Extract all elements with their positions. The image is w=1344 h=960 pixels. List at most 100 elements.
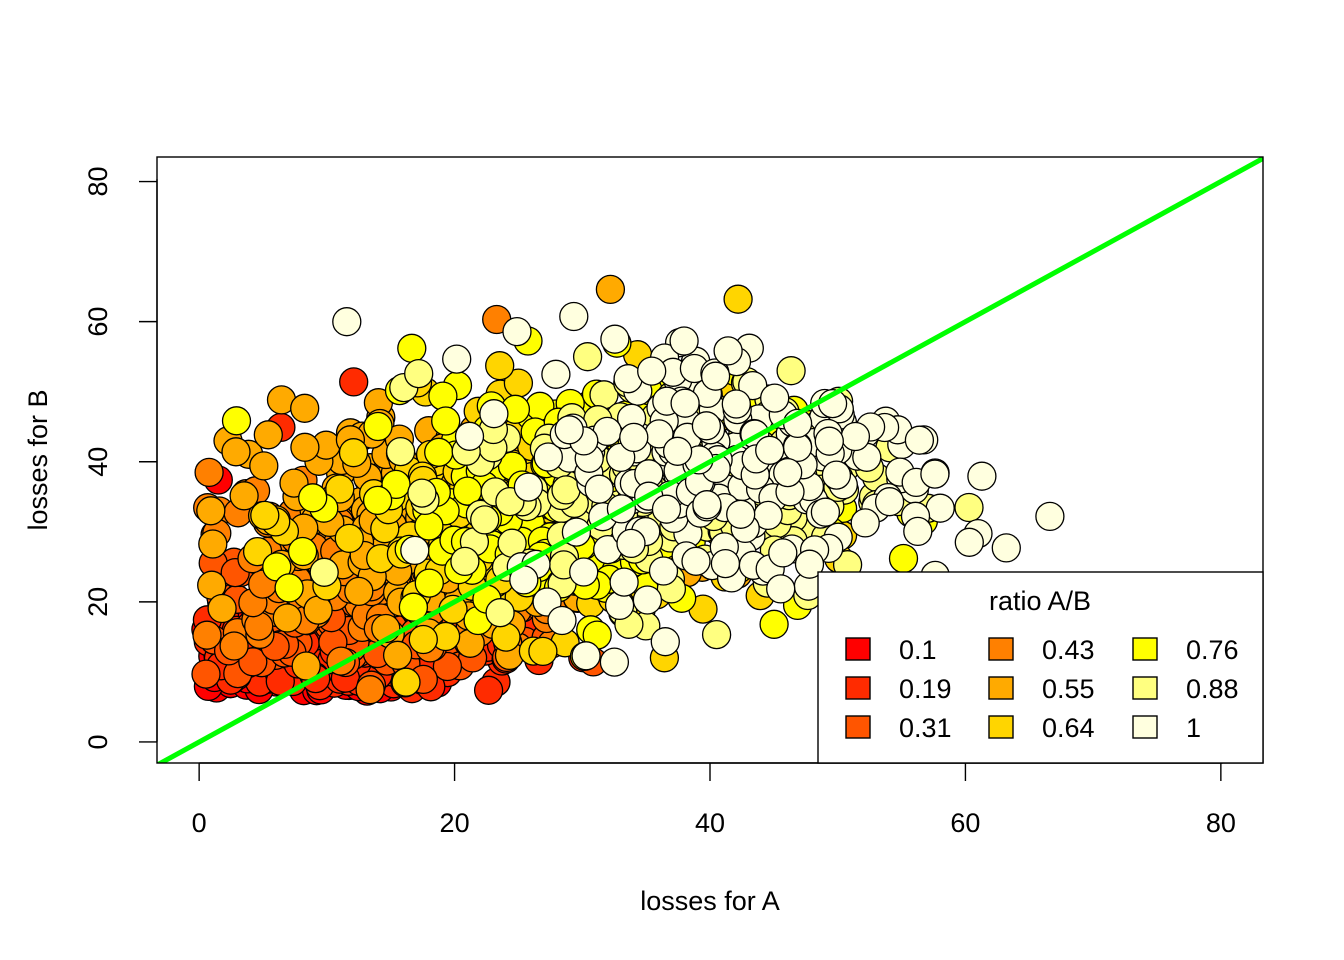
data-point <box>222 438 250 466</box>
data-point <box>670 327 698 355</box>
data-point <box>310 558 338 586</box>
legend-swatch <box>1133 677 1157 699</box>
data-point <box>596 275 624 303</box>
data-point <box>480 400 508 428</box>
data-point <box>955 494 983 522</box>
data-point <box>955 528 983 556</box>
y-tick-label: 0 <box>83 734 113 749</box>
data-point <box>890 545 918 573</box>
legend-label: 0.55 <box>1042 674 1095 704</box>
data-point <box>384 641 412 669</box>
data-point <box>968 462 996 490</box>
legend-swatch <box>989 716 1013 738</box>
legend-swatch <box>846 677 870 699</box>
data-point <box>671 389 699 417</box>
legend-swatch <box>989 638 1013 660</box>
data-point <box>921 460 949 488</box>
data-point <box>197 497 225 525</box>
legend-swatch <box>846 716 870 738</box>
data-point <box>415 569 443 597</box>
data-point <box>432 407 460 435</box>
legend-swatch <box>1133 716 1157 738</box>
y-tick-label: 40 <box>83 447 113 477</box>
legend-title: ratio A/B <box>989 586 1091 616</box>
data-point <box>815 427 843 455</box>
data-point <box>664 437 692 465</box>
data-point <box>620 423 648 451</box>
data-point <box>638 357 666 385</box>
data-point <box>220 632 248 660</box>
data-point <box>492 623 520 651</box>
x-tick-label: 60 <box>950 808 980 838</box>
data-point <box>724 285 752 313</box>
data-point <box>992 534 1020 562</box>
x-axis-label: losses for A <box>640 886 780 916</box>
y-axis-label: losses for B <box>23 389 53 530</box>
data-point <box>822 461 850 489</box>
data-point <box>560 303 588 331</box>
data-point <box>364 413 392 441</box>
data-point <box>876 488 904 516</box>
legend: ratio A/B 0.1 0.19 0.31 0.43 0.55 0.64 0.76 0.8… <box>818 572 1263 763</box>
data-point <box>693 491 721 519</box>
y-tick-label: 20 <box>83 587 113 617</box>
data-point <box>273 604 301 632</box>
data-point <box>653 495 681 523</box>
data-point <box>471 506 499 534</box>
legend-label: 0.76 <box>1186 635 1239 665</box>
data-point <box>692 412 720 440</box>
data-point <box>192 660 220 688</box>
data-point <box>722 390 750 418</box>
data-point <box>340 368 368 396</box>
data-point <box>408 479 436 507</box>
data-point <box>405 360 433 388</box>
data-point <box>333 308 361 336</box>
data-point <box>364 486 392 514</box>
x-tick-label: 20 <box>440 808 470 838</box>
data-point <box>601 325 629 353</box>
data-point <box>529 637 557 665</box>
data-point <box>356 676 384 704</box>
data-point <box>387 438 415 466</box>
data-point <box>392 668 420 696</box>
data-point <box>335 524 363 552</box>
data-point <box>415 512 443 540</box>
data-point <box>208 595 236 623</box>
legend-label: 0.64 <box>1042 713 1095 743</box>
data-point <box>703 621 731 649</box>
data-point <box>542 360 570 388</box>
data-point <box>767 575 795 603</box>
data-point <box>727 500 755 528</box>
data-point <box>401 536 429 564</box>
data-point <box>714 337 742 365</box>
data-point <box>429 382 457 410</box>
data-point <box>711 550 739 578</box>
x-tick-label: 80 <box>1206 808 1236 838</box>
data-point <box>761 384 789 412</box>
data-point <box>251 501 279 529</box>
data-point <box>572 642 600 670</box>
data-point <box>199 530 227 558</box>
legend-label: 0.31 <box>899 713 952 743</box>
data-point <box>486 599 514 627</box>
data-point <box>254 421 282 449</box>
legend-label: 0.1 <box>899 635 937 665</box>
data-point <box>398 334 426 362</box>
data-point <box>291 433 319 461</box>
data-point <box>230 482 258 510</box>
data-point <box>633 586 661 614</box>
y-tick-label: 60 <box>83 307 113 337</box>
data-point <box>299 484 327 512</box>
data-point <box>514 473 542 501</box>
legend-label: 0.43 <box>1042 635 1095 665</box>
data-point <box>250 452 278 480</box>
legend-label: 0.88 <box>1186 674 1239 704</box>
data-point <box>425 438 453 466</box>
data-point <box>926 494 954 522</box>
data-point <box>291 394 319 422</box>
data-point <box>756 436 784 464</box>
data-point <box>475 676 503 704</box>
data-point <box>617 529 645 557</box>
data-point <box>841 423 869 451</box>
